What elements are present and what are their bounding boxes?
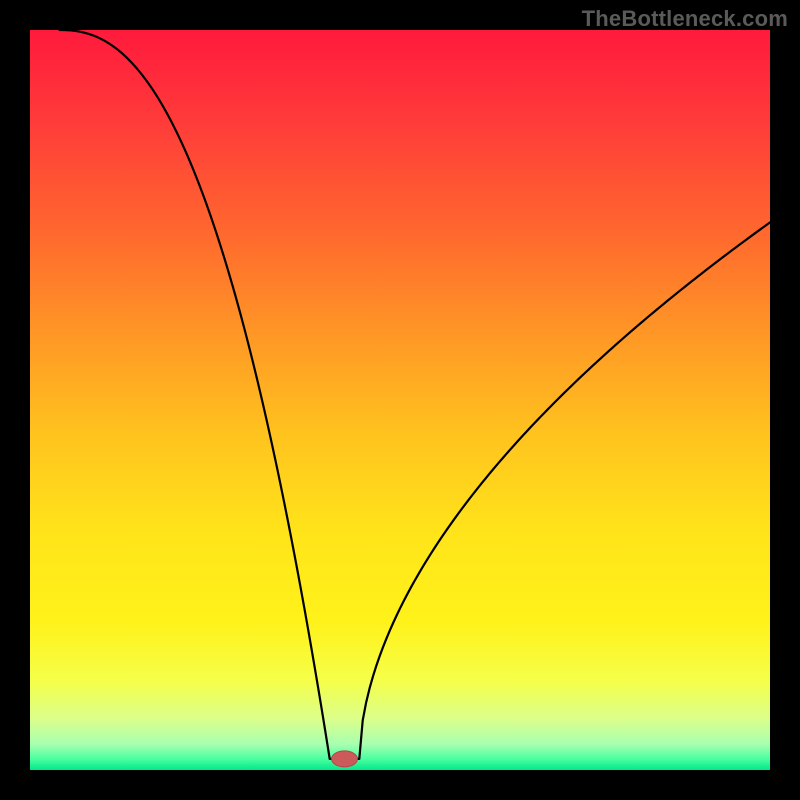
watermark-text: TheBottleneck.com xyxy=(582,6,788,32)
chart-stage: TheBottleneck.com xyxy=(0,0,800,800)
optimal-point-marker xyxy=(332,751,358,767)
plot-background xyxy=(30,30,770,770)
bottleneck-chart xyxy=(0,0,800,800)
